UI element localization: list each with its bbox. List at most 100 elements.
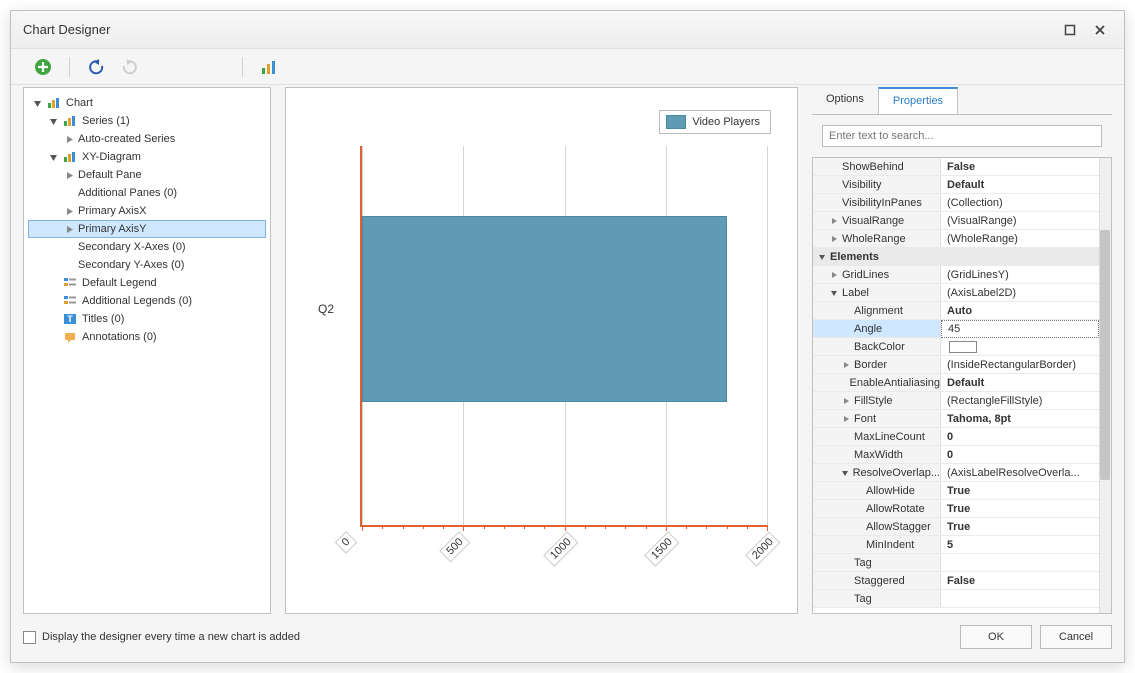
- expand-icon[interactable]: [48, 314, 59, 325]
- property-row[interactable]: Label(AxisLabel2D): [813, 284, 1099, 302]
- expand-icon[interactable]: [64, 224, 75, 235]
- property-row[interactable]: VisibilityInPanes(Collection): [813, 194, 1099, 212]
- expand-icon[interactable]: [48, 278, 59, 289]
- property-row[interactable]: Angle45: [813, 320, 1099, 338]
- close-button[interactable]: [1088, 18, 1112, 42]
- property-value: False: [947, 161, 975, 173]
- expand-icon[interactable]: [48, 296, 59, 307]
- expand-icon[interactable]: [829, 180, 839, 190]
- axis-minor-tick: [504, 525, 505, 529]
- display-designer-checkbox[interactable]: [23, 631, 36, 644]
- expand-icon[interactable]: [829, 198, 839, 208]
- add-icon[interactable]: [31, 55, 55, 79]
- tree-item[interactable]: Additional Panes (0): [28, 184, 266, 202]
- property-name: Border: [854, 359, 887, 371]
- expand-icon[interactable]: [853, 522, 863, 532]
- expand-icon[interactable]: [829, 270, 839, 280]
- property-row[interactable]: Border(InsideRectangularBorder): [813, 356, 1099, 374]
- tree-item[interactable]: Secondary X-Axes (0): [28, 238, 266, 256]
- tree-item[interactable]: XY-Diagram: [28, 148, 266, 166]
- cancel-button[interactable]: Cancel: [1040, 625, 1112, 649]
- scrollbar-thumb[interactable]: [1100, 230, 1110, 480]
- expand-icon[interactable]: [48, 116, 59, 127]
- tree-item[interactable]: TTitles (0): [28, 310, 266, 328]
- collapse-icon[interactable]: [817, 252, 827, 262]
- tree-item[interactable]: Auto-created Series: [28, 130, 266, 148]
- tree-item[interactable]: Primary AxisY: [28, 220, 266, 238]
- expand-icon[interactable]: [829, 234, 839, 244]
- x-axis-label: 0: [335, 531, 358, 554]
- expand-icon[interactable]: [841, 594, 851, 604]
- scrollbar[interactable]: [1099, 158, 1111, 613]
- tab-options[interactable]: Options: [812, 87, 878, 114]
- expand-icon[interactable]: [48, 152, 59, 163]
- tree-item[interactable]: Default Pane: [28, 166, 266, 184]
- property-row[interactable]: EnableAntialiasingDefault: [813, 374, 1099, 392]
- tree[interactable]: ChartSeries (1)Auto-created SeriesXY-Dia…: [24, 88, 270, 352]
- property-row[interactable]: FillStyle(RectangleFillStyle): [813, 392, 1099, 410]
- expand-icon[interactable]: [841, 360, 851, 370]
- chart-type-icon[interactable]: [257, 55, 281, 79]
- property-row[interactable]: MinIndent5: [813, 536, 1099, 554]
- ok-button[interactable]: OK: [960, 625, 1032, 649]
- expand-icon[interactable]: [841, 396, 851, 406]
- expand-icon[interactable]: [841, 576, 851, 586]
- property-row[interactable]: AlignmentAuto: [813, 302, 1099, 320]
- expand-icon[interactable]: [841, 414, 851, 424]
- expand-icon[interactable]: [32, 98, 43, 109]
- expand-icon[interactable]: [841, 324, 851, 334]
- property-row[interactable]: Tag: [813, 590, 1099, 608]
- expand-icon[interactable]: [64, 134, 75, 145]
- property-row[interactable]: FontTahoma, 8pt: [813, 410, 1099, 428]
- expand-icon[interactable]: [64, 242, 75, 253]
- property-row[interactable]: GridLines(GridLinesY): [813, 266, 1099, 284]
- expand-icon[interactable]: [841, 450, 851, 460]
- expand-icon[interactable]: [841, 342, 851, 352]
- property-row[interactable]: WholeRange(WholeRange): [813, 230, 1099, 248]
- tree-item[interactable]: Secondary Y-Axes (0): [28, 256, 266, 274]
- property-row[interactable]: MaxWidth0: [813, 446, 1099, 464]
- tree-item[interactable]: Series (1): [28, 112, 266, 130]
- axis-minor-tick: [727, 525, 728, 529]
- property-row[interactable]: VisibilityDefault: [813, 176, 1099, 194]
- undo-icon[interactable]: [84, 55, 108, 79]
- expand-icon[interactable]: [829, 288, 839, 298]
- expand-icon[interactable]: [829, 216, 839, 226]
- expand-icon[interactable]: [48, 332, 59, 343]
- tree-item[interactable]: Annotations (0): [28, 328, 266, 346]
- property-row[interactable]: StaggeredFalse: [813, 572, 1099, 590]
- redo-icon[interactable]: [118, 55, 142, 79]
- search-input[interactable]: [822, 125, 1102, 147]
- expand-icon[interactable]: [853, 504, 863, 514]
- property-category[interactable]: Elements: [813, 248, 1099, 266]
- property-name: Label: [842, 287, 869, 299]
- expand-icon[interactable]: [64, 170, 75, 181]
- expand-icon[interactable]: [841, 558, 851, 568]
- property-row[interactable]: BackColor: [813, 338, 1099, 356]
- tree-item[interactable]: Primary AxisX: [28, 202, 266, 220]
- property-row[interactable]: ResolveOverlap...(AxisLabelResolveOverla…: [813, 464, 1099, 482]
- property-row[interactable]: Tag: [813, 554, 1099, 572]
- expand-icon[interactable]: [841, 432, 851, 442]
- expand-icon[interactable]: [64, 188, 75, 199]
- expand-icon[interactable]: [853, 540, 863, 550]
- property-row[interactable]: ShowBehindFalse: [813, 158, 1099, 176]
- tree-item[interactable]: Additional Legends (0): [28, 292, 266, 310]
- tree-item[interactable]: Default Legend: [28, 274, 266, 292]
- expand-icon[interactable]: [841, 306, 851, 316]
- tree-item-label: Additional Panes (0): [78, 187, 177, 199]
- tree-item[interactable]: Chart: [28, 94, 266, 112]
- property-row[interactable]: AllowHideTrue: [813, 482, 1099, 500]
- property-row[interactable]: VisualRange(VisualRange): [813, 212, 1099, 230]
- expand-icon[interactable]: [64, 206, 75, 217]
- expand-icon[interactable]: [64, 260, 75, 271]
- expand-icon[interactable]: [829, 162, 839, 172]
- property-row[interactable]: AllowStaggerTrue: [813, 518, 1099, 536]
- tab-properties[interactable]: Properties: [878, 87, 958, 114]
- property-row[interactable]: AllowRotateTrue: [813, 500, 1099, 518]
- property-row[interactable]: MaxLineCount0: [813, 428, 1099, 446]
- expand-icon[interactable]: [838, 378, 847, 388]
- expand-icon[interactable]: [853, 486, 863, 496]
- expand-icon[interactable]: [840, 468, 850, 478]
- maximize-button[interactable]: [1058, 18, 1082, 42]
